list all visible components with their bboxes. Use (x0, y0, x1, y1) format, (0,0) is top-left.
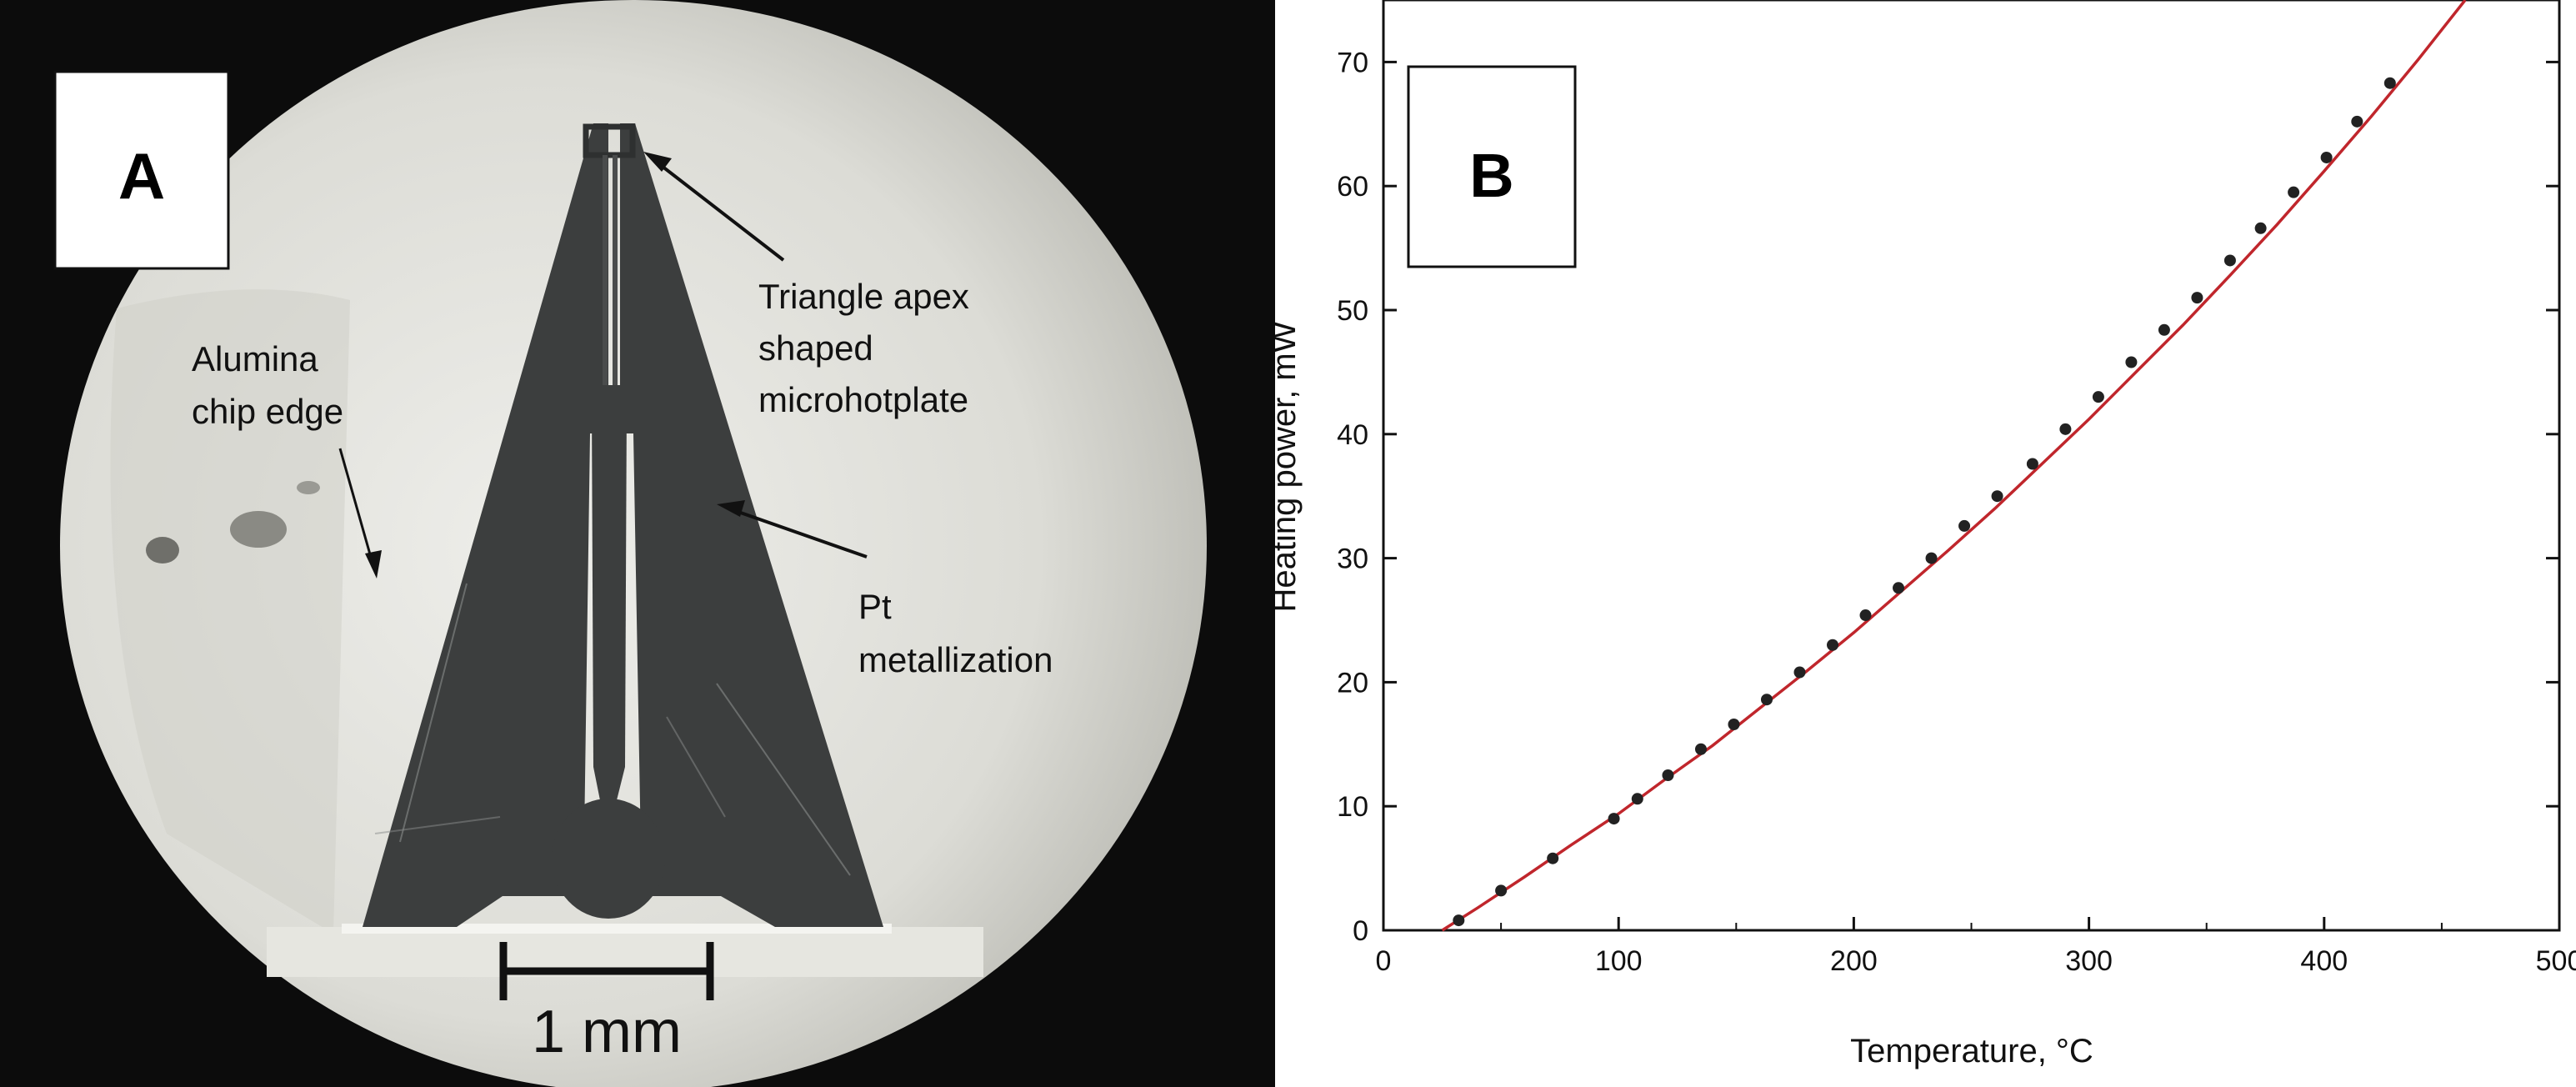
pt-arrow (733, 508, 868, 559)
pt-right-lead (620, 123, 883, 927)
smudge (297, 481, 320, 494)
alumina-shadow-region (110, 289, 350, 934)
data-point (1760, 694, 1773, 706)
data-point (2059, 423, 2072, 435)
y-axis-label: Heating power, mW (1275, 321, 1303, 612)
data-point (1925, 552, 1938, 564)
scratch (716, 683, 851, 876)
heater-loop (603, 155, 618, 392)
x-tick-label: 500 (2536, 945, 2576, 977)
apex-arrow (657, 162, 785, 262)
data-point (2191, 292, 2203, 304)
data-point (2320, 151, 2333, 163)
data-point (2125, 356, 2138, 368)
x-tick-label: 100 (1595, 945, 1643, 977)
data-point (2351, 115, 2363, 128)
scale-bar-label: 1 mm (532, 999, 682, 1065)
center-stem (592, 385, 627, 800)
edge-annotation-line1: Alumina (192, 339, 318, 378)
panel-b-label-box (1407, 65, 1577, 268)
data-point (2223, 254, 2236, 267)
fit-curve-layer (1441, 0, 2467, 932)
y-tick-label: 40 (1337, 419, 1368, 451)
scratch (374, 816, 501, 834)
data-point (1827, 639, 1839, 651)
data-point (1631, 793, 1643, 805)
scale-bar (499, 942, 714, 1000)
smudge (230, 511, 287, 548)
y-tick-label: 50 (1337, 295, 1368, 327)
y-tick-label: 0 (1353, 915, 1368, 947)
heating-power-chart-panel-b: 0 100 200 300 400 500 0 10 20 30 40 50 60 70 B Tempe… (1275, 0, 2576, 1087)
data-point (1547, 852, 1559, 864)
x-tick-label: 200 (1830, 945, 1878, 977)
edge-annotation-line2: chip edge (192, 392, 343, 431)
pt-annotation-line1: Pt (858, 587, 892, 626)
data-point (2383, 77, 2396, 89)
data-point (1893, 582, 1905, 594)
apex-arrowhead (643, 152, 672, 172)
y-tick-label: 30 (1337, 544, 1368, 575)
panel-b-label: B (1469, 141, 1513, 210)
data-point (2254, 222, 2267, 234)
y-axis-ticks: 0 10 20 30 40 50 60 70 (1337, 47, 2559, 947)
y-tick-label: 60 (1337, 171, 1368, 203)
data-point (1662, 769, 1674, 781)
data-point (1694, 743, 1707, 755)
x-tick-label: 400 (2300, 945, 2348, 977)
y-tick-label: 20 (1337, 667, 1368, 699)
x-axis-label: Temperature, °C (1850, 1033, 2093, 1069)
pt-left-lead (363, 123, 608, 927)
data-point (1793, 666, 1806, 679)
apex-annotation-line3: microhotplate (758, 380, 968, 419)
x-axis-ticks: 0 100 200 300 400 500 (1376, 917, 2576, 977)
y-tick-label: 70 (1337, 47, 1368, 78)
data-points-layer (1453, 77, 2396, 927)
fit-curve (1441, 0, 2467, 932)
edge-arrow (338, 448, 373, 561)
y-tick-label: 10 (1337, 791, 1368, 823)
pt-arrowhead (717, 500, 745, 517)
scratch (666, 716, 726, 818)
apex-annotation-line2: shaped (758, 328, 873, 368)
x-tick-label: 300 (2065, 945, 2113, 977)
data-point (1958, 519, 1971, 532)
data-point (2288, 186, 2300, 198)
panel-a-label: A (118, 139, 165, 213)
data-point (2092, 391, 2104, 403)
microscope-field-disc (60, 0, 1207, 1087)
data-point (1453, 914, 1465, 927)
data-point (1608, 813, 1620, 825)
data-point (2026, 458, 2038, 470)
edge-arrowhead (365, 550, 382, 579)
substrate-edge (342, 924, 892, 934)
smudge (146, 537, 179, 564)
pt-annotation-line2: metallization (858, 640, 1053, 679)
x-tick-label: 0 (1376, 945, 1392, 977)
apex-annotation-line1: Triangle apex (758, 277, 969, 316)
microhotplate-apex (583, 123, 636, 158)
data-point (2158, 323, 2170, 336)
data-point (1859, 609, 1872, 622)
center-pad (552, 799, 665, 919)
panel-a-label-box (53, 70, 230, 270)
data-point (1495, 884, 1508, 897)
micrograph-panel-a: A Triangle apex shaped microhotplate Alu… (0, 0, 1275, 1087)
data-point (1991, 490, 2003, 503)
scratch (399, 583, 468, 843)
data-point (1728, 718, 1740, 730)
